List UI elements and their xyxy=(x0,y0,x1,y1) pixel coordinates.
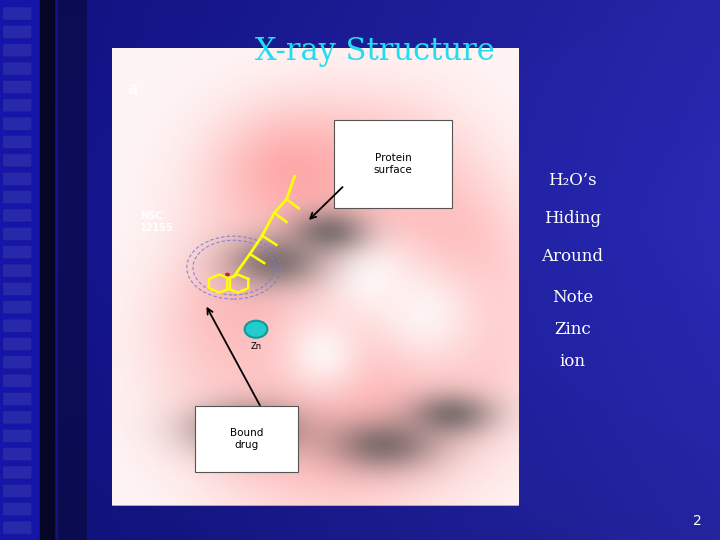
Text: Note: Note xyxy=(552,288,593,306)
FancyBboxPatch shape xyxy=(3,136,32,148)
Text: Hiding: Hiding xyxy=(544,210,601,227)
FancyBboxPatch shape xyxy=(3,62,32,75)
FancyBboxPatch shape xyxy=(3,374,32,387)
FancyBboxPatch shape xyxy=(3,411,32,424)
FancyBboxPatch shape xyxy=(3,356,32,369)
FancyBboxPatch shape xyxy=(3,448,32,461)
FancyBboxPatch shape xyxy=(3,301,32,314)
FancyBboxPatch shape xyxy=(3,484,32,497)
FancyBboxPatch shape xyxy=(3,264,32,277)
FancyBboxPatch shape xyxy=(112,49,518,505)
Text: a: a xyxy=(128,80,139,98)
FancyBboxPatch shape xyxy=(3,466,32,479)
FancyBboxPatch shape xyxy=(3,44,32,57)
Bar xyxy=(40,0,54,540)
FancyBboxPatch shape xyxy=(3,521,32,534)
FancyBboxPatch shape xyxy=(3,282,32,295)
Circle shape xyxy=(245,321,267,338)
Text: H₂O’s: H₂O’s xyxy=(548,172,597,190)
FancyBboxPatch shape xyxy=(3,246,32,259)
Text: 2: 2 xyxy=(693,514,701,528)
Text: Zn: Zn xyxy=(251,342,261,351)
FancyBboxPatch shape xyxy=(3,191,32,204)
FancyBboxPatch shape xyxy=(3,393,32,406)
FancyBboxPatch shape xyxy=(3,319,32,332)
FancyBboxPatch shape xyxy=(3,25,32,38)
FancyBboxPatch shape xyxy=(3,80,32,93)
Bar xyxy=(0,0,40,540)
FancyBboxPatch shape xyxy=(3,7,32,20)
FancyBboxPatch shape xyxy=(3,227,32,240)
FancyBboxPatch shape xyxy=(3,117,32,130)
FancyBboxPatch shape xyxy=(3,99,32,112)
Text: X-ray Structure: X-ray Structure xyxy=(255,36,494,67)
FancyBboxPatch shape xyxy=(335,120,452,208)
Text: Bound
drug: Bound drug xyxy=(230,428,264,449)
FancyBboxPatch shape xyxy=(3,338,32,350)
FancyBboxPatch shape xyxy=(3,209,32,222)
Text: Around: Around xyxy=(541,248,603,265)
Circle shape xyxy=(225,273,230,276)
FancyBboxPatch shape xyxy=(195,406,298,472)
FancyBboxPatch shape xyxy=(3,172,32,185)
FancyBboxPatch shape xyxy=(3,429,32,442)
FancyBboxPatch shape xyxy=(3,503,32,516)
Text: Zinc: Zinc xyxy=(554,321,591,338)
Text: Protein
surface: Protein surface xyxy=(374,153,413,175)
Text: ion: ion xyxy=(559,353,585,370)
Text: NSC
12155: NSC 12155 xyxy=(140,211,174,233)
FancyBboxPatch shape xyxy=(3,154,32,167)
